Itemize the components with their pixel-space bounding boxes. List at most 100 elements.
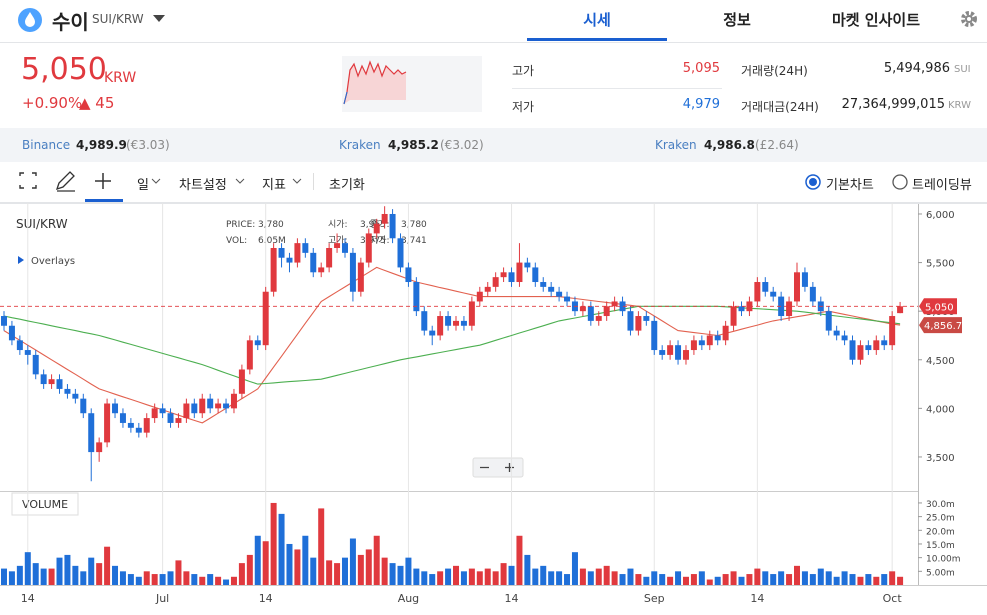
volume-bar xyxy=(746,574,753,585)
y-tick-label: 25.0m xyxy=(926,514,955,524)
candle-body xyxy=(857,345,864,360)
draw-icon[interactable] xyxy=(55,171,75,192)
exchange-price: 4,989.9 xyxy=(76,138,127,152)
volume-bar xyxy=(16,565,23,585)
info-label: 시가: xyxy=(328,219,348,230)
volume-bar xyxy=(722,574,729,585)
chart-title: SUI/KRW xyxy=(16,217,68,231)
candle-body xyxy=(373,223,380,234)
overlays-arrow[interactable] xyxy=(18,256,24,264)
exchange-price: 4,985.2 xyxy=(388,138,439,152)
volume-bar xyxy=(833,576,840,585)
tab[interactable]: 마켓 인사이트 xyxy=(831,11,921,29)
candle-body xyxy=(786,301,793,317)
volume-bar xyxy=(310,557,317,585)
candle-body xyxy=(508,272,515,283)
indicators[interactable]: 지표 xyxy=(262,178,286,193)
candle-body xyxy=(64,388,71,394)
candle-body xyxy=(532,267,539,283)
zoom-icons[interactable] xyxy=(480,463,514,472)
radio[interactable] xyxy=(892,174,908,190)
volume-bar xyxy=(389,563,396,585)
candle-body xyxy=(445,316,452,326)
volume-bar xyxy=(183,571,190,585)
candle-body xyxy=(778,296,785,317)
candle-body xyxy=(540,282,547,287)
volume-bar xyxy=(682,576,689,585)
candle-body xyxy=(112,403,119,414)
volume-bar xyxy=(595,568,602,585)
candle-body xyxy=(119,413,126,423)
chart-settings[interactable]: 차트설정 xyxy=(179,178,227,193)
stat-value: 27,364,999,015 xyxy=(841,97,945,112)
candle-body xyxy=(365,233,372,263)
volume-bar xyxy=(405,557,412,585)
radio-selected[interactable] xyxy=(805,174,821,190)
x-tick-label: 14 xyxy=(21,592,35,605)
volume-bar xyxy=(873,576,880,585)
volume-bar xyxy=(476,571,483,585)
period-select[interactable]: 일 xyxy=(137,178,149,193)
y-tick-label: 3,500 xyxy=(926,453,955,464)
candle-body xyxy=(310,252,317,273)
volume-bar xyxy=(40,568,47,585)
tradingview[interactable]: 트레이딩뷰 xyxy=(912,178,972,193)
volume-bar xyxy=(437,571,444,585)
volume-bar xyxy=(397,565,404,585)
stat-value: 5,494,986 xyxy=(883,61,950,76)
overlays[interactable]: Overlays xyxy=(31,256,75,267)
candle-body xyxy=(889,316,896,346)
volume-bar xyxy=(762,571,769,585)
volume-bar xyxy=(318,508,325,585)
change-amount: ▲ 45 xyxy=(79,94,115,112)
candle-body xyxy=(1,316,7,326)
pair-dropdown[interactable] xyxy=(152,14,166,24)
volume-bar xyxy=(778,571,785,585)
candle-body xyxy=(849,340,856,360)
candle-body xyxy=(421,311,428,331)
volume-bar xyxy=(690,574,697,585)
volume-bar xyxy=(587,571,594,585)
x-tick-label: Oct xyxy=(883,592,903,605)
candle-body xyxy=(722,325,729,341)
candle-body xyxy=(254,340,261,346)
volume-bar xyxy=(349,538,356,585)
y-tick-label: 30.0m xyxy=(926,500,955,510)
stat-label: 거래대금(24H) xyxy=(741,100,819,114)
volume-bar xyxy=(151,574,158,585)
candle-body xyxy=(675,345,682,360)
tab[interactable]: 정보 xyxy=(723,11,751,29)
volume-bar xyxy=(730,571,737,585)
stat-label: 거래량(24H) xyxy=(741,64,808,78)
y-tick-label: 5.00m xyxy=(926,568,955,578)
volume-bar xyxy=(278,513,285,585)
volume-bar xyxy=(143,571,150,585)
volume-bar xyxy=(453,565,460,585)
stat-value: 5,095 xyxy=(682,61,720,76)
candle-body xyxy=(730,306,737,326)
toolbar-icons xyxy=(0,171,987,203)
candle-body xyxy=(437,316,444,336)
stat-unit: SUI xyxy=(954,64,971,75)
candle-body xyxy=(270,247,277,292)
candle-body xyxy=(587,306,594,321)
candle-body xyxy=(207,398,214,409)
candle-body xyxy=(619,301,626,312)
candle-body xyxy=(175,418,182,423)
candle-body xyxy=(262,291,269,346)
candle-body xyxy=(453,320,460,326)
tab[interactable]: 시세 xyxy=(583,11,611,29)
volume-bar xyxy=(786,574,793,585)
reset[interactable]: 초기화 xyxy=(329,178,365,193)
candle-body xyxy=(32,354,39,375)
settings-icon[interactable] xyxy=(959,9,979,29)
fullscreen-icon[interactable] xyxy=(19,172,37,189)
volume-bar xyxy=(373,535,380,585)
candle-body xyxy=(801,272,808,287)
candle-body xyxy=(682,350,689,360)
volume-bar xyxy=(492,571,499,585)
candle-body xyxy=(659,350,666,355)
basic-chart[interactable]: 기본차트 xyxy=(826,178,874,193)
crosshair-icon[interactable] xyxy=(95,173,111,189)
